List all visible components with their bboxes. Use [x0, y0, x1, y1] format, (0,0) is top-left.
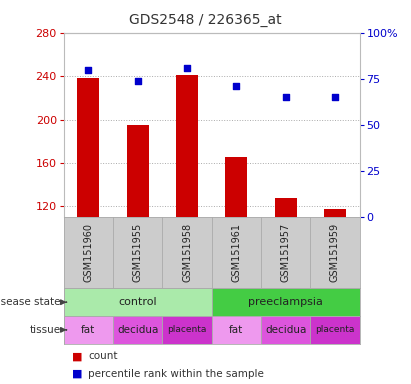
- Text: GDS2548 / 226365_at: GDS2548 / 226365_at: [129, 13, 282, 27]
- Text: placenta: placenta: [167, 325, 207, 334]
- Bar: [212, 288, 360, 316]
- Point: [184, 65, 190, 71]
- Bar: [212, 316, 261, 344]
- Bar: [310, 316, 360, 344]
- Text: preeclampsia: preeclampsia: [248, 297, 323, 307]
- Text: tissue: tissue: [30, 325, 61, 335]
- Bar: [176, 75, 198, 217]
- Bar: [113, 316, 162, 344]
- Text: placenta: placenta: [315, 325, 355, 334]
- Text: fat: fat: [81, 325, 95, 335]
- Bar: [162, 316, 212, 344]
- Text: percentile rank within the sample: percentile rank within the sample: [88, 369, 264, 379]
- Point: [134, 78, 141, 84]
- Bar: [275, 198, 297, 217]
- Text: ■: ■: [72, 369, 83, 379]
- Point: [282, 94, 289, 100]
- Bar: [64, 288, 212, 316]
- Text: GSM151961: GSM151961: [231, 223, 241, 282]
- Bar: [324, 209, 346, 217]
- Text: fat: fat: [229, 325, 243, 335]
- Text: decidua: decidua: [117, 325, 158, 335]
- Bar: [261, 316, 310, 344]
- Text: control: control: [118, 297, 157, 307]
- Text: ■: ■: [72, 351, 83, 361]
- Point: [233, 83, 240, 89]
- Text: GSM151957: GSM151957: [281, 223, 291, 283]
- Text: GSM151958: GSM151958: [182, 223, 192, 282]
- Bar: [225, 157, 247, 217]
- Text: decidua: decidua: [265, 325, 306, 335]
- Text: count: count: [88, 351, 118, 361]
- Point: [332, 94, 338, 100]
- Point: [85, 66, 92, 73]
- Text: GSM151960: GSM151960: [83, 223, 93, 282]
- Bar: [77, 78, 99, 217]
- Text: disease state: disease state: [0, 297, 61, 307]
- Text: GSM151959: GSM151959: [330, 223, 340, 282]
- Bar: [64, 316, 113, 344]
- Text: GSM151955: GSM151955: [133, 223, 143, 283]
- Bar: [127, 125, 149, 217]
